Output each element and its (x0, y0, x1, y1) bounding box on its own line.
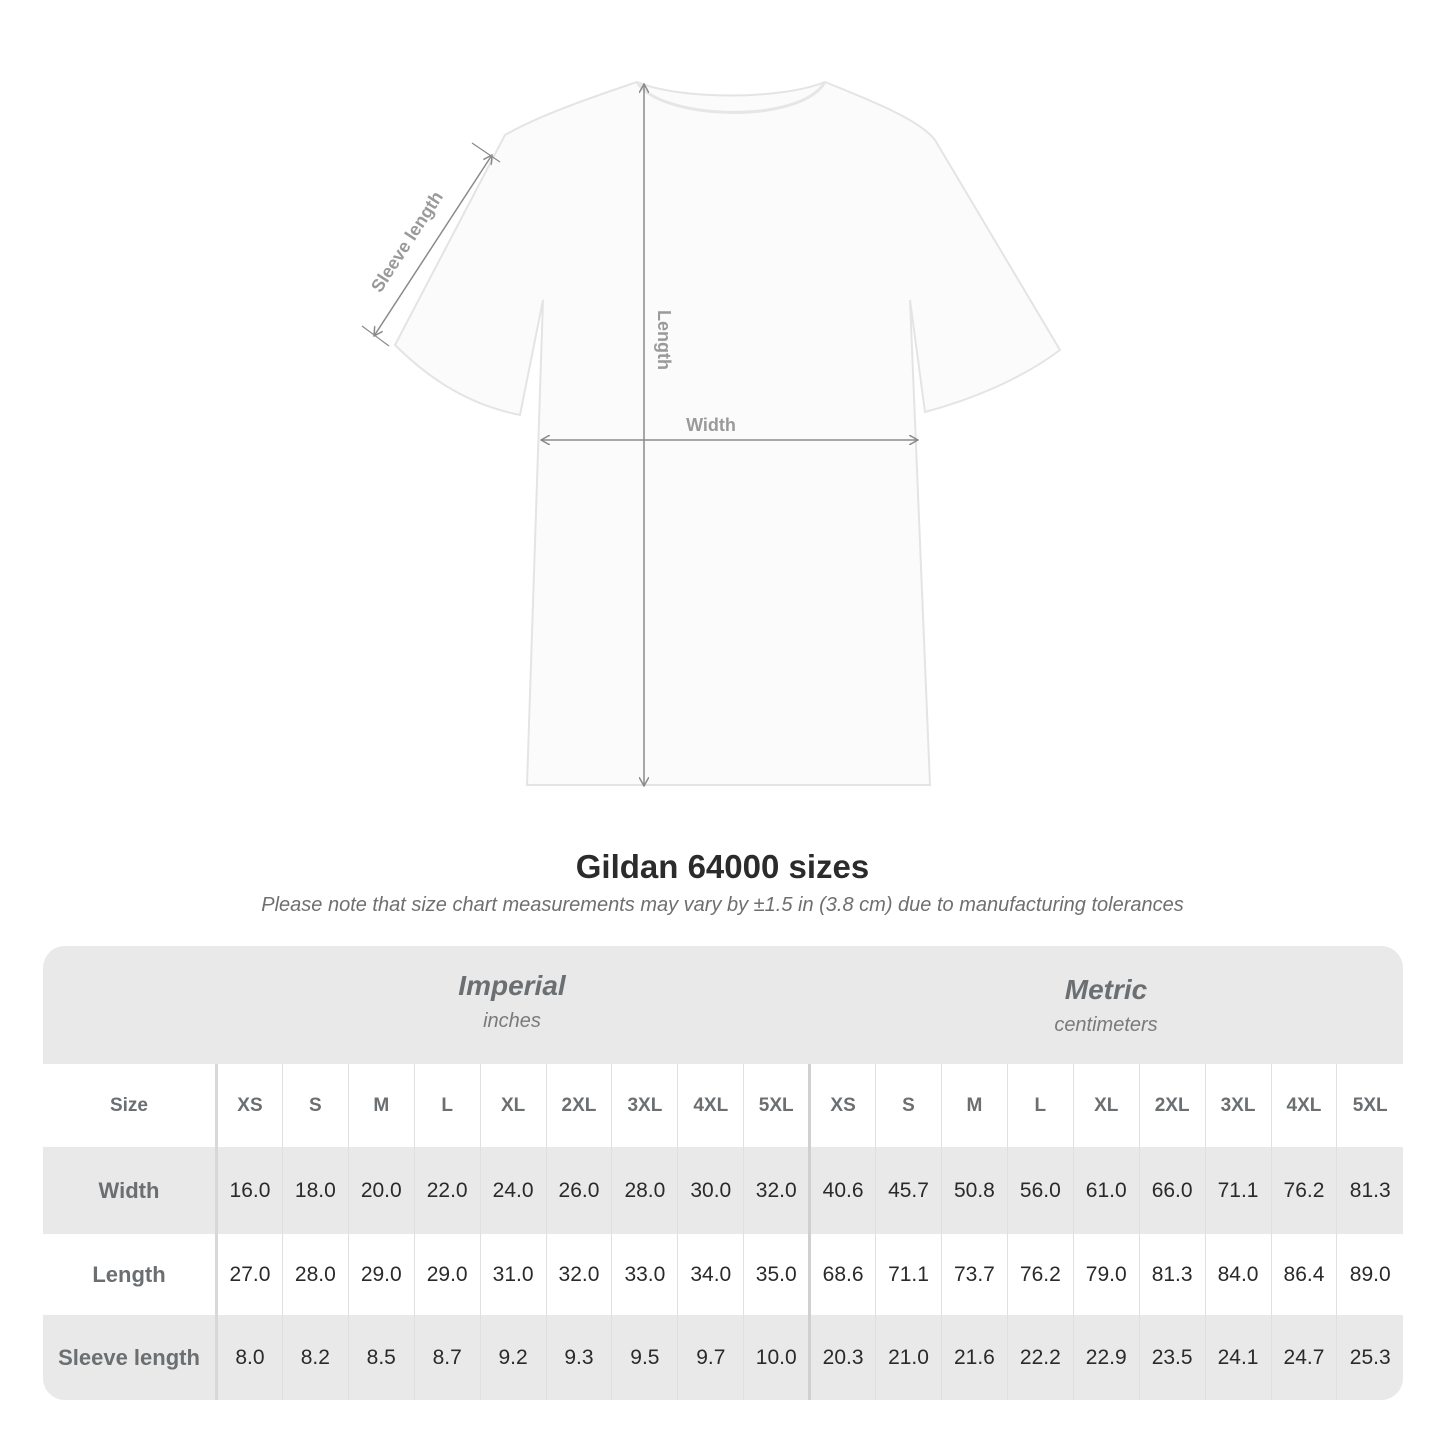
metric-cell: 84.0 (1204, 1234, 1271, 1315)
imperial-cell: 9.5 (611, 1315, 678, 1400)
metric-unit: centimeters (1054, 1014, 1158, 1036)
metric-cell: 76.2 (1270, 1147, 1337, 1234)
imperial-cell: 24.0 (479, 1147, 547, 1234)
imperial-cell: 26.0 (545, 1147, 612, 1234)
metric-cell: 56.0 (1006, 1147, 1074, 1234)
size-header-cell: 4XL (677, 1064, 744, 1147)
size-header-cell: L (413, 1064, 481, 1147)
tolerance-note: Please note that size chart measurements… (261, 894, 1184, 916)
imperial-cell: 28.0 (611, 1147, 678, 1234)
imperial-cell: 30.0 (677, 1147, 744, 1234)
imperial-cell: 32.0 (545, 1234, 612, 1315)
imperial-cell: 32.0 (743, 1147, 810, 1234)
size-header-label: Size (43, 1064, 218, 1147)
metric-cell: 21.0 (875, 1315, 942, 1400)
metric-cell: 89.0 (1336, 1234, 1403, 1315)
imperial-title: Imperial (458, 970, 566, 1001)
row-label: Width (43, 1147, 218, 1234)
metric-cell: 68.6 (808, 1234, 876, 1315)
imperial-cell: 29.0 (347, 1234, 415, 1315)
metric-cell: 73.7 (940, 1234, 1008, 1315)
metric-cell: 45.7 (875, 1147, 942, 1234)
metric-cell: 40.6 (808, 1147, 876, 1234)
imperial-cell: 31.0 (479, 1234, 547, 1315)
imperial-cell: 8.0 (216, 1315, 283, 1400)
page-title: Gildan 64000 sizes (575, 848, 870, 885)
length-label: Length (654, 310, 674, 370)
metric-header: Metric centimeters (809, 946, 1403, 1064)
metric-cell: 25.3 (1336, 1315, 1403, 1400)
sleeve-measure-line (374, 155, 492, 336)
imperial-cell: 10.0 (743, 1315, 810, 1400)
imperial-cell: 29.0 (413, 1234, 481, 1315)
imperial-cell: 28.0 (281, 1234, 349, 1315)
imperial-cell: 9.3 (545, 1315, 612, 1400)
metric-cell: 71.1 (875, 1234, 942, 1315)
metric-cell: 50.8 (940, 1147, 1008, 1234)
metric-cell: 24.7 (1270, 1315, 1337, 1400)
size-header-cell: L (1006, 1064, 1074, 1147)
imperial-cell: 33.0 (611, 1234, 678, 1315)
imperial-cell: 8.5 (347, 1315, 415, 1400)
metric-cell: 86.4 (1270, 1234, 1337, 1315)
collar (635, 81, 827, 114)
tshirt-diagram: Sleeve length Length Width (361, 80, 1062, 840)
imperial-unit: inches (483, 1010, 541, 1032)
imperial-cell: 22.0 (413, 1147, 481, 1234)
imperial-cell: 35.0 (743, 1234, 810, 1315)
metric-cell: 66.0 (1138, 1147, 1206, 1234)
metric-cell: 22.2 (1006, 1315, 1074, 1400)
size-header-cell: 3XL (1204, 1064, 1271, 1147)
metric-cell: 22.9 (1072, 1315, 1140, 1400)
metric-title: Metric (1064, 974, 1148, 1005)
size-header-cell: 4XL (1270, 1064, 1337, 1147)
size-header-cell: S (875, 1064, 942, 1147)
row-label: Sleeve length (43, 1315, 218, 1400)
width-label: Width (686, 415, 736, 435)
size-header-cell: XS (808, 1064, 876, 1147)
table-row: Length 27.0 28.0 29.0 29.0 31.0 32.0 33.0 34.0 35… (43, 1234, 1403, 1315)
size-header-cell: XS (216, 1064, 283, 1147)
metric-cell: 61.0 (1072, 1147, 1140, 1234)
size-table: Size XS S M L XL 2XL 3XL 4XL 5XL XS S M L XL 2XL 3XL 4XL 5… (43, 1064, 1403, 1400)
metric-cell: 21.6 (940, 1315, 1008, 1400)
imperial-cell: 20.0 (347, 1147, 415, 1234)
imperial-cell: 18.0 (281, 1147, 349, 1234)
metric-cell: 81.3 (1336, 1147, 1403, 1234)
size-header-cell: S (281, 1064, 349, 1147)
header-row: Size XS S M L XL 2XL 3XL 4XL 5XL XS S M L XL 2XL 3XL 4XL 5… (43, 1064, 1403, 1147)
imperial-cell: 9.2 (479, 1315, 547, 1400)
imperial-header: Imperial inches (215, 946, 809, 1064)
metric-cell: 24.1 (1204, 1315, 1271, 1400)
tshirt-shape (393, 80, 1062, 786)
size-header-cell: XL (479, 1064, 547, 1147)
imperial-cell: 8.7 (413, 1315, 481, 1400)
metric-cell: 81.3 (1138, 1234, 1206, 1315)
row-label: Length (43, 1234, 218, 1315)
size-header-cell: XL (1072, 1064, 1140, 1147)
metric-cell: 23.5 (1138, 1315, 1206, 1400)
size-header-cell: M (347, 1064, 415, 1147)
imperial-cell: 27.0 (216, 1234, 283, 1315)
imperial-cell: 8.2 (281, 1315, 349, 1400)
size-header-cell: 2XL (545, 1064, 612, 1147)
size-header-cell: 3XL (611, 1064, 678, 1147)
metric-cell: 71.1 (1204, 1147, 1271, 1234)
size-chart-table: Imperial inches Metric centimeters Size X… (43, 946, 1403, 1400)
table-row: Width 16.0 18.0 20.0 22.0 24.0 26.0 28.0 30.0 32.… (43, 1147, 1403, 1234)
imperial-cell: 34.0 (677, 1234, 744, 1315)
metric-cell: 20.3 (808, 1315, 876, 1400)
size-header-cell: M (940, 1064, 1008, 1147)
table-row: Sleeve length 8.0 8.2 8.5 8.7 9.2 9.3 9.5 9.7 10.… (43, 1315, 1403, 1400)
metric-cell: 76.2 (1006, 1234, 1074, 1315)
metric-cell: 79.0 (1072, 1234, 1140, 1315)
size-header-cell: 5XL (1336, 1064, 1403, 1147)
size-header-cell: 2XL (1138, 1064, 1206, 1147)
imperial-cell: 9.7 (677, 1315, 744, 1400)
imperial-cell: 16.0 (216, 1147, 283, 1234)
size-header-cell: 5XL (743, 1064, 810, 1147)
